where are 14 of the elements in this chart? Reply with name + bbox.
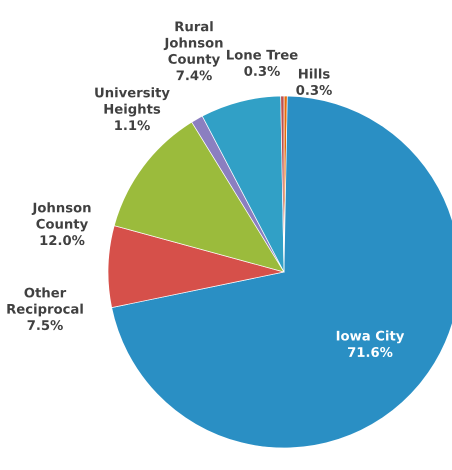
slice-label: University Heights: [95, 87, 170, 116]
data-label: 7.4%: [176, 70, 212, 80]
data-label: 0.3%: [244, 66, 280, 76]
slice-label: Hills: [298, 68, 330, 79]
slice-label: Johnson County: [32, 202, 91, 232]
data-label: 7.5%: [28, 320, 63, 330]
slice-label: Rural Johnson County: [164, 21, 223, 67]
data-label: 0.3%: [296, 84, 332, 95]
slice-label: Lone Tree: [227, 50, 298, 60]
data-label: 1.1%: [115, 120, 150, 130]
slice-label: Other Reciprocal: [7, 287, 83, 316]
data-label: 71.6%: [348, 347, 392, 358]
slice-label: Iowa City: [336, 330, 404, 344]
data-label: 12.0%: [40, 235, 84, 246]
